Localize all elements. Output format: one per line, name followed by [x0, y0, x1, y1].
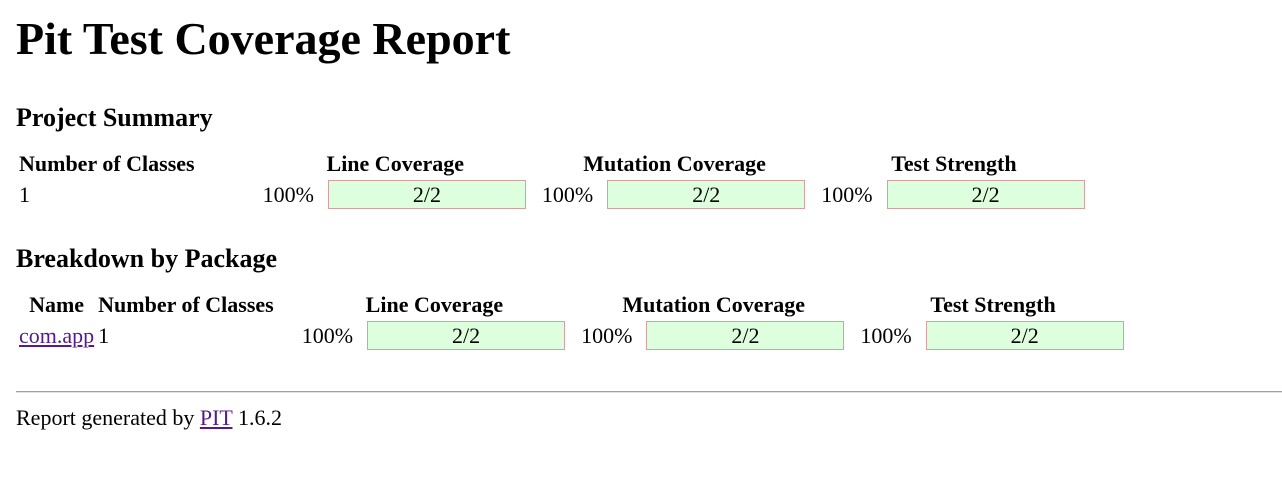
line-coverage-bar-fill: [368, 322, 565, 349]
project-summary-heading: Project Summary: [16, 103, 213, 132]
line-coverage-cell: 100% 2/2: [257, 179, 534, 210]
package-name-cell: com.app: [18, 320, 95, 351]
mutation-coverage-legend: 2/2: [692, 182, 721, 207]
line-coverage-bar: 2/2: [327, 180, 526, 209]
test-strength-bar-fill: [887, 181, 1084, 208]
line-coverage-bar: 2/2: [367, 321, 566, 350]
header-number-of-classes: Number of Classes: [98, 292, 274, 317]
mutation-coverage-bar: 2/2: [607, 180, 806, 209]
page-title: Pit Test Coverage Report: [16, 13, 511, 64]
header-mutation-coverage: Mutation Coverage: [622, 292, 806, 317]
breakdown-heading: Breakdown by Package: [16, 244, 277, 273]
header-name: Name: [29, 292, 85, 317]
line-coverage-cell: 100% 2/2: [296, 320, 573, 351]
footer-divider: [16, 391, 1282, 393]
header-line-coverage: Line Coverage: [326, 151, 464, 176]
test-strength-bar: 2/2: [925, 321, 1124, 350]
project-summary-table: Number of Classes Line Coverage Mutation…: [16, 149, 1095, 212]
table-header-row: Name Number of Classes Line Coverage Mut…: [18, 292, 1132, 318]
mutation-coverage-bar-fill: [608, 181, 805, 208]
line-coverage-percent: 100%: [262, 181, 314, 207]
table-header-row: Number of Classes Line Coverage Mutation…: [18, 151, 1093, 177]
mutation-coverage-bar: 2/2: [646, 321, 845, 350]
footer-prefix: Report generated by: [16, 405, 195, 430]
report-page: Pit Test Coverage Report Project Summary…: [0, 12, 1282, 431]
test-strength-cell: 100% 2/2: [815, 179, 1092, 210]
test-strength-legend: 2/2: [971, 182, 1000, 207]
header-mutation-coverage: Mutation Coverage: [583, 151, 766, 176]
test-strength-bar-fill: [926, 322, 1123, 349]
mutation-coverage-legend: 2/2: [731, 323, 760, 348]
line-coverage-bar-fill: [328, 181, 525, 208]
footer-version: 1.6.2: [237, 405, 282, 430]
line-coverage-legend: 2/2: [452, 323, 481, 348]
mutation-coverage-cell: 100% 2/2: [536, 179, 813, 210]
package-link-com-app[interactable]: com.app: [19, 322, 95, 348]
mutation-coverage-percent: 100%: [541, 181, 594, 207]
header-test-strength: Test Strength: [891, 151, 1017, 176]
header-number-of-classes: Number of Classes: [19, 151, 195, 176]
number-of-classes-value: 1: [98, 322, 110, 348]
line-coverage-percent: 100%: [301, 322, 354, 348]
test-strength-percent: 100%: [860, 322, 912, 348]
mutation-coverage-percent: 100%: [581, 322, 633, 348]
pit-link[interactable]: PIT: [199, 405, 233, 430]
test-strength-bar: 2/2: [886, 180, 1085, 209]
breakdown-table: Name Number of Classes Line Coverage Mut…: [16, 290, 1134, 353]
test-strength-legend: 2/2: [1010, 323, 1039, 348]
number-of-classes-value: 1: [19, 181, 30, 207]
test-strength-cell: 100% 2/2: [854, 320, 1131, 351]
line-coverage-legend: 2/2: [412, 182, 441, 207]
mutation-coverage-cell: 100% 2/2: [575, 320, 852, 351]
table-row: com.app 1 100% 2/2 100% 2/2 100% 2/2: [18, 320, 1132, 351]
mutation-coverage-bar-fill: [647, 322, 844, 349]
header-test-strength: Test Strength: [930, 292, 1056, 317]
header-line-coverage: Line Coverage: [365, 292, 504, 317]
footer: Report generated by PIT 1.6.2: [16, 405, 1266, 431]
test-strength-percent: 100%: [821, 181, 873, 207]
table-row: 1 100% 2/2 100% 2/2 100% 2/2: [18, 179, 1093, 210]
